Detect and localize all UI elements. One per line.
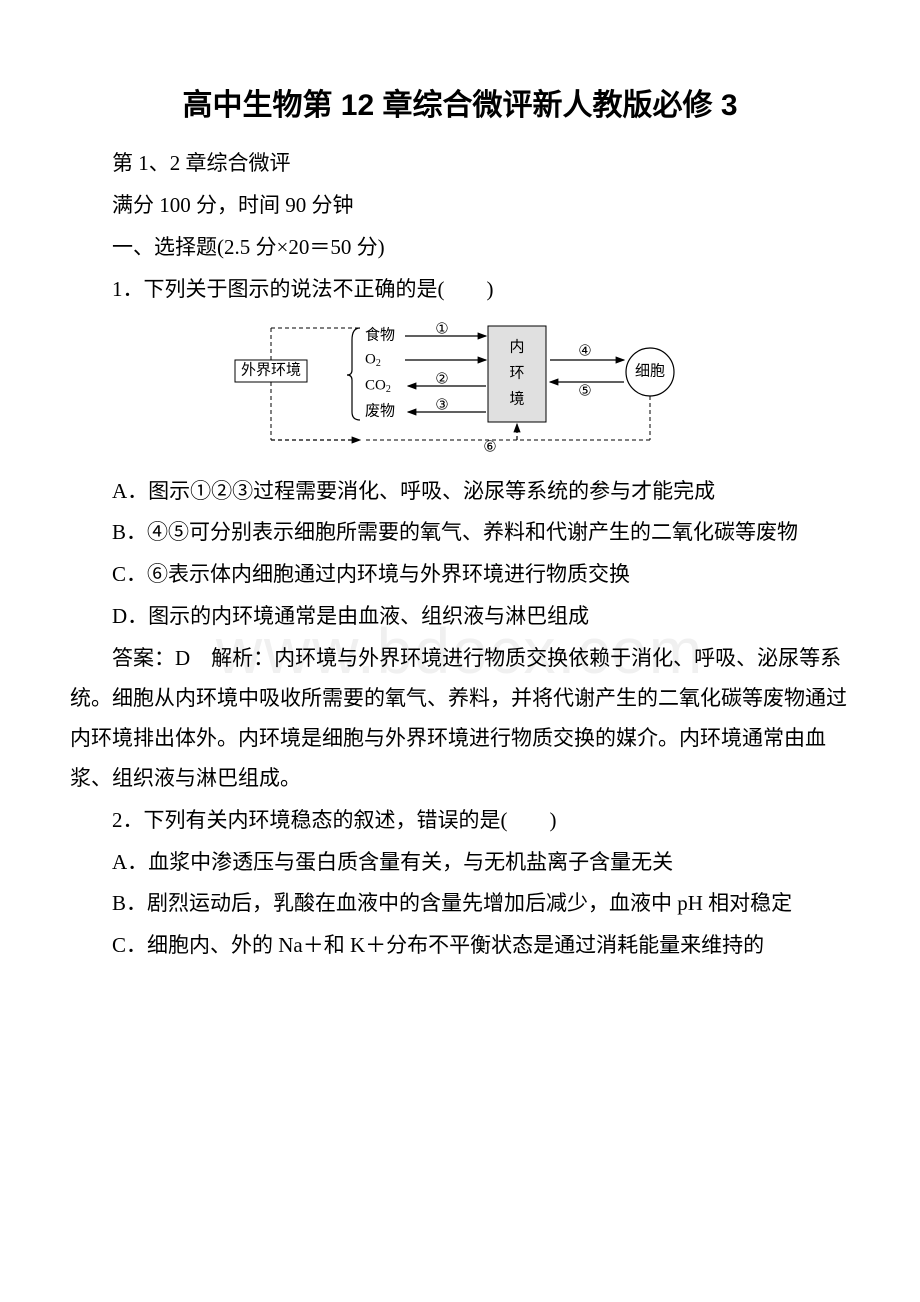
q1-answer: 答案：D 解析：内环境与外界环境进行物质交换依赖于消化、呼吸、泌尿等系统。细胞从… <box>70 639 850 799</box>
svg-text:内: 内 <box>509 338 524 355</box>
q2-option-b: B．剧烈运动后，乳酸在血液中的含量先增加后减少，血液中 pH 相对稳定 <box>70 884 850 924</box>
svg-text:食物: 食物 <box>365 326 395 343</box>
q1-option-a: A．图示①②③过程需要消化、呼吸、泌尿等系统的参与才能完成 <box>70 472 850 512</box>
internal-environment-diagram: 外界环境 食物 O2 CO2 废物 内环境 ① ② ③ 细胞 ④ ⑤ ⑥ <box>230 320 690 455</box>
svg-text:⑥: ⑥ <box>483 439 496 455</box>
q1-option-d: D．图示的内环境通常是由血液、组织液与淋巴组成 <box>70 597 850 637</box>
exam-info: 满分 100 分，时间 90 分钟 <box>70 186 850 226</box>
svg-text:废物: 废物 <box>365 402 395 419</box>
section-heading: 一、选择题(2.5 分×20＝50 分) <box>70 228 850 268</box>
svg-text:境: 境 <box>509 389 524 407</box>
svg-text:CO2: CO2 <box>365 377 391 395</box>
svg-text:②: ② <box>435 371 448 387</box>
q2-stem: 2．下列有关内环境稳态的叙述，错误的是( ) <box>70 801 850 841</box>
svg-text:细胞: 细胞 <box>635 362 665 379</box>
q2-option-a: A．血浆中渗透压与蛋白质含量有关，与无机盐离子含量无关 <box>70 843 850 883</box>
svg-text:①: ① <box>435 321 448 337</box>
q1-option-b: B．④⑤可分别表示细胞所需要的氧气、养料和代谢产生的二氧化碳等废物 <box>70 513 850 553</box>
svg-text:环: 环 <box>509 365 524 381</box>
svg-text:③: ③ <box>435 397 448 413</box>
page-title: 高中生物第 12 章综合微评新人教版必修 3 <box>70 80 850 124</box>
q2-option-c: C．细胞内、外的 Na＋和 K＋分布不平衡状态是通过消耗能量来维持的 <box>70 926 850 966</box>
subtitle: 第 1、2 章综合微评 <box>70 144 850 184</box>
svg-text:⑤: ⑤ <box>578 383 591 399</box>
q1-option-c: C．⑥表示体内细胞通过内环境与外界环境进行物质交换 <box>70 555 850 595</box>
q1-diagram: 外界环境 食物 O2 CO2 废物 内环境 ① ② ③ 细胞 ④ ⑤ ⑥ <box>70 320 850 460</box>
svg-text:④: ④ <box>578 343 591 359</box>
q1-stem: 1．下列关于图示的说法不正确的是( ) <box>70 270 850 310</box>
svg-text:O2: O2 <box>365 351 381 369</box>
svg-text:外界环境: 外界环境 <box>241 360 301 378</box>
